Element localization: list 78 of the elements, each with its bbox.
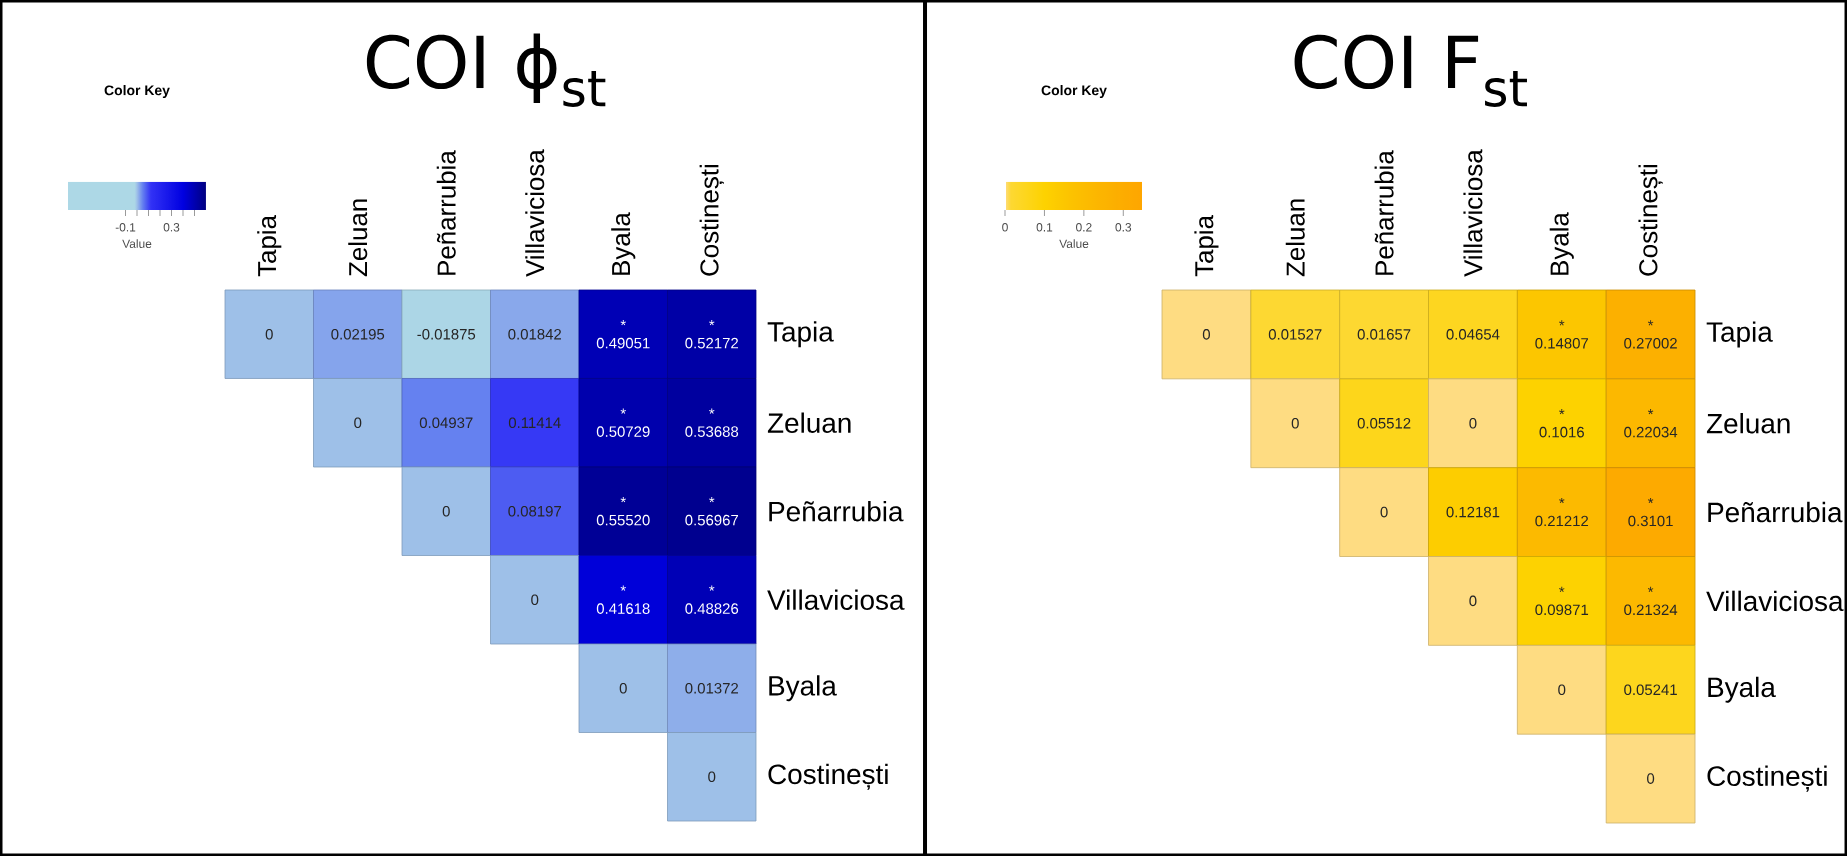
data-label: 0 bbox=[442, 505, 450, 517]
x-tick-label: Byala bbox=[611, 212, 636, 275]
data-label: 0.11414 bbox=[508, 417, 561, 429]
color-bar-label: 0.3 bbox=[1115, 223, 1132, 232]
chart-title: COI ϕ$_{st}$ bbox=[366, 33, 606, 107]
data-label: * 0.52172 bbox=[685, 320, 739, 349]
data-label: 0 bbox=[708, 771, 716, 783]
data-label: * 0.55520 bbox=[596, 497, 650, 526]
data-label: * 0.48826 bbox=[685, 585, 739, 614]
x-tick-label: Peñarrubia bbox=[1374, 150, 1394, 275]
y-tick-label: Costinești bbox=[768, 763, 888, 790]
data-label: 0 bbox=[265, 328, 273, 340]
x-tick-label: Peñarrubia bbox=[436, 150, 456, 275]
data-label: 0.01842 bbox=[508, 328, 562, 340]
x-tick-label: Byala bbox=[1549, 212, 1574, 275]
data-label: 0 bbox=[1202, 329, 1210, 340]
y-tick-label: Peñarrubia bbox=[769, 501, 904, 522]
data-label: 0.08197 bbox=[508, 505, 562, 517]
data-label: -0.01875 bbox=[417, 328, 476, 340]
data-label: 0.05512 bbox=[1357, 417, 1411, 429]
y-tick-label: Byala bbox=[1708, 676, 1776, 703]
data-label: 0.04937 bbox=[419, 417, 473, 429]
color-bar-title: Value bbox=[1059, 239, 1089, 248]
data-label: * 0.27002 bbox=[1624, 320, 1677, 349]
data-label: 0.12181 bbox=[1446, 506, 1500, 518]
data-label: 0.01527 bbox=[1268, 329, 1322, 340]
data-label: * 0.53688 bbox=[685, 408, 739, 437]
color-bar-label: 0.1 bbox=[1036, 223, 1053, 232]
y-tick-label: Costinești bbox=[1707, 765, 1827, 792]
x-tick-label: Villaviciosa bbox=[525, 149, 545, 277]
x-tick-label: Tapia bbox=[1194, 215, 1219, 277]
data-label: 0 bbox=[1558, 684, 1566, 696]
color-bar-title: Value bbox=[122, 239, 152, 248]
legend-title: Color Key bbox=[1041, 85, 1107, 99]
data-label: * 0.41618 bbox=[596, 585, 650, 614]
y-tick-label: Zeluan bbox=[767, 412, 851, 433]
data-label: 0.05241 bbox=[1624, 684, 1677, 696]
y-tick-label: Tapia bbox=[767, 321, 834, 348]
data-label: 0 bbox=[1469, 417, 1477, 429]
color-bar-label: 0.3 bbox=[163, 223, 180, 232]
data-label: 0 bbox=[619, 682, 627, 694]
data-label: 0.01372 bbox=[685, 682, 739, 694]
y-tick-label: Villaviciosa bbox=[1706, 590, 1844, 612]
data-label: 0 bbox=[531, 594, 539, 606]
data-label: 0.01657 bbox=[1357, 329, 1411, 340]
data-label: 0.02195 bbox=[331, 328, 385, 340]
data-label: * 0.3101 bbox=[1628, 497, 1673, 527]
data-label: 0 bbox=[1380, 506, 1388, 518]
data-label: * 0.56967 bbox=[685, 497, 739, 526]
data-label: 0 bbox=[1647, 773, 1655, 784]
x-tick-label: Zeluan bbox=[1285, 199, 1305, 277]
y-tick-label: Villaviciosa bbox=[767, 589, 905, 610]
data-label: 0 bbox=[354, 417, 362, 429]
x-tick-label: Zeluan bbox=[348, 199, 368, 277]
color-bar-label: -0.1 bbox=[115, 223, 136, 232]
data-label: * 0.21324 bbox=[1624, 586, 1678, 616]
x-tick-label: Costinești bbox=[699, 165, 724, 276]
data-label: * 0.1016 bbox=[1539, 409, 1584, 438]
x-tick-label: Villaviciosa bbox=[1463, 149, 1483, 277]
legend-title: Color Key bbox=[104, 85, 170, 99]
x-tick-label: Tapia bbox=[257, 215, 282, 277]
y-tick-label: Tapia bbox=[1706, 321, 1773, 348]
data-label: * 0.09871 bbox=[1535, 586, 1589, 616]
color-bar-label: 0 bbox=[1002, 223, 1008, 232]
data-label: * 0.49051 bbox=[596, 320, 650, 349]
data-label: * 0.21212 bbox=[1535, 497, 1589, 527]
data-label: 0.04654 bbox=[1446, 329, 1500, 340]
data-label: 0 bbox=[1291, 417, 1299, 429]
color-bar-label: 0.2 bbox=[1076, 223, 1092, 232]
y-tick-label: Zeluan bbox=[1706, 413, 1790, 434]
data-label: * 0.22034 bbox=[1624, 409, 1678, 438]
data-label: 0 bbox=[1469, 595, 1477, 607]
chart-title: COI F$_{st}$ bbox=[1294, 34, 1527, 107]
data-label: * 0.14807 bbox=[1535, 320, 1589, 349]
y-tick-label: Byala bbox=[769, 675, 837, 702]
x-tick-label: Costinești bbox=[1638, 165, 1663, 276]
y-tick-label: Peñarrubia bbox=[1708, 501, 1843, 523]
data-label: * 0.50729 bbox=[596, 408, 650, 437]
